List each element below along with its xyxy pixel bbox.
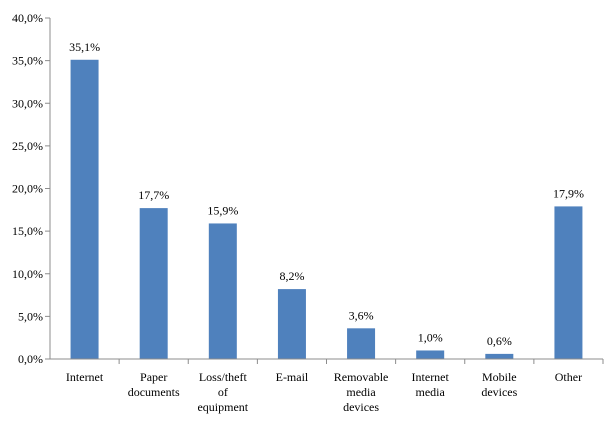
x-tick-label-line: Removable bbox=[334, 370, 389, 384]
x-tick-label-line: Internet bbox=[66, 370, 104, 384]
category-labels: Internet Paper documents Loss/theft of equipm… bbox=[66, 359, 604, 414]
bar bbox=[139, 208, 168, 359]
bar bbox=[416, 350, 445, 359]
data-label: 8,2% bbox=[279, 269, 304, 283]
x-tick-label-line: E-mail bbox=[276, 370, 309, 384]
x-tick-label: Paper documents bbox=[128, 370, 180, 399]
y-tick-label: 25,0% bbox=[12, 139, 43, 153]
x-tick-label-line: documents bbox=[128, 385, 180, 399]
data-label: 0,6% bbox=[487, 334, 512, 348]
data-label: 3,6% bbox=[349, 308, 374, 322]
x-tick-label: Removable media devices bbox=[334, 370, 389, 414]
bar bbox=[347, 328, 376, 359]
x-tick-label: Other bbox=[555, 370, 582, 384]
y-tick-label: 35,0% bbox=[12, 54, 43, 68]
data-labels: 35,1% 17,7% 15,9% 8,2% 3,6% 1,0% 0,6% 17,9% bbox=[69, 40, 584, 348]
x-tick-label-line: of bbox=[218, 385, 228, 399]
y-tick-label: 10,0% bbox=[12, 267, 43, 281]
data-label: 1,0% bbox=[418, 330, 443, 344]
bar bbox=[485, 353, 514, 359]
data-label: 17,7% bbox=[138, 188, 169, 202]
data-label: 15,9% bbox=[207, 203, 238, 217]
y-tick-label: 30,0% bbox=[12, 96, 43, 110]
y-tick-label: 40,0% bbox=[12, 11, 43, 25]
y-tick-label: 0,0% bbox=[18, 352, 43, 366]
x-tick-label: Internet media bbox=[412, 370, 450, 399]
x-tick-label-line: Mobile bbox=[482, 370, 517, 384]
x-tick-label: Mobile devices bbox=[481, 370, 517, 399]
x-tick-label-line: Internet bbox=[412, 370, 450, 384]
bar bbox=[554, 206, 583, 359]
x-tick-label: Loss/theft of equipment bbox=[197, 370, 248, 414]
x-tick-label-line: equipment bbox=[197, 400, 248, 414]
data-label: 17,9% bbox=[553, 186, 584, 200]
y-axis-ticks: 0,0% 5,0% 10,0% 15,0% 20,0% 25,0% 30,0% 35,0% 40… bbox=[12, 11, 50, 366]
y-tick-label: 15,0% bbox=[12, 224, 43, 238]
bar bbox=[277, 289, 306, 359]
y-tick-label: 20,0% bbox=[12, 182, 43, 196]
x-tick-label-line: media bbox=[416, 385, 446, 399]
x-tick-label-line: media bbox=[346, 385, 376, 399]
x-tick-label-line: Paper bbox=[140, 370, 167, 384]
bar bbox=[208, 223, 237, 359]
x-tick-label-line: Loss/theft bbox=[199, 370, 248, 384]
x-tick-label-line: devices bbox=[343, 400, 379, 414]
x-tick-label: Internet bbox=[66, 370, 104, 384]
x-tick-label-line: devices bbox=[481, 385, 517, 399]
y-tick-label: 5,0% bbox=[18, 309, 43, 323]
x-tick-label-line: Other bbox=[555, 370, 582, 384]
data-label: 35,1% bbox=[69, 40, 100, 54]
bar bbox=[70, 59, 99, 360]
x-tick-label: E-mail bbox=[276, 370, 309, 384]
bar-series bbox=[70, 59, 583, 360]
